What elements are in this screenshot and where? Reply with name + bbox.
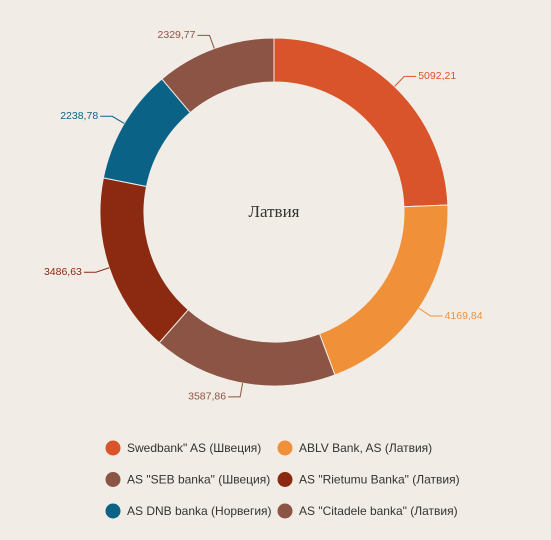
legend-marker [105,503,121,519]
legend-marker [277,503,293,519]
slice [318,204,449,376]
legend-marker [105,472,121,487]
legend-label: AS "Citadele banka" (Латвия) [299,504,458,518]
slice [158,308,336,387]
legend-marker [105,440,121,456]
slice [273,37,449,208]
chart-title: Латвия [248,202,299,221]
value-label: 5092,21 [418,70,456,82]
legend-marker [277,472,293,487]
legend-label: Swedbank" AS (Швеция) [127,441,261,455]
value-label: 2329,77 [158,29,196,41]
leader-line [228,383,244,398]
legend-label: AS DNB banka (Норвегия) [127,504,272,518]
leader-line [100,115,125,124]
slice [161,37,275,114]
value-label: 3486,63 [44,266,82,278]
leader-line [197,34,215,49]
leader-line [83,267,110,273]
legend-label: AS "Rietumu Banka" (Латвия) [299,473,460,487]
value-label: 4169,84 [445,310,483,322]
legend-marker [277,440,293,456]
leader-line [418,307,443,317]
legend-label: ABLV Bank, AS (Латвия) [299,441,432,455]
value-label: 2238,78 [60,110,98,122]
slice [99,177,189,344]
legend-label: AS "SEB banka" (Швеция) [127,473,270,487]
value-label: 3587,86 [188,391,226,403]
leader-line [394,75,417,87]
